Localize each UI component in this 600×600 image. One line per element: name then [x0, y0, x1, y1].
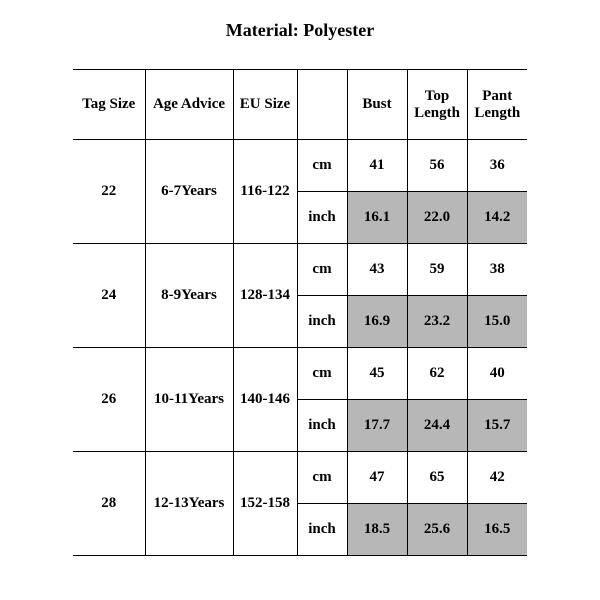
cell-age-advice: 12-13Years — [145, 452, 233, 556]
cell-age-advice: 8-9Years — [145, 244, 233, 348]
cell-bust-inch: 18.5 — [347, 504, 407, 556]
cell-eu-size: 152-158 — [233, 452, 297, 556]
cell-bust-cm: 43 — [347, 244, 407, 296]
cell-pant-cm: 40 — [467, 348, 527, 400]
cell-pant-inch: 15.0 — [467, 296, 527, 348]
cell-unit-inch: inch — [297, 400, 347, 452]
cell-eu-size: 116-122 — [233, 140, 297, 244]
col-header-pant-length: Pant Length — [467, 70, 527, 140]
cell-eu-size: 128-134 — [233, 244, 297, 348]
cell-pant-cm: 36 — [467, 140, 527, 192]
cell-unit-inch: inch — [297, 504, 347, 556]
col-header-bust: Bust — [347, 70, 407, 140]
cell-eu-size: 140-146 — [233, 348, 297, 452]
cell-unit-inch: inch — [297, 192, 347, 244]
cell-unit-cm: cm — [297, 348, 347, 400]
table-row: 26 10-11Years 140-146 cm 45 62 40 — [73, 348, 527, 400]
cell-pant-cm: 42 — [467, 452, 527, 504]
cell-unit-cm: cm — [297, 140, 347, 192]
cell-bust-cm: 45 — [347, 348, 407, 400]
cell-top-inch: 24.4 — [407, 400, 467, 452]
cell-bust-inch: 17.7 — [347, 400, 407, 452]
page-title: Material: Polyester — [0, 20, 600, 41]
cell-top-inch: 22.0 — [407, 192, 467, 244]
cell-unit-inch: inch — [297, 296, 347, 348]
cell-pant-inch: 14.2 — [467, 192, 527, 244]
size-table: Tag Size Age Advice EU Size Bust Top Len… — [73, 69, 527, 556]
col-header-tag-size: Tag Size — [73, 70, 145, 140]
cell-age-advice: 6-7Years — [145, 140, 233, 244]
cell-tag-size: 22 — [73, 140, 145, 244]
col-header-age-advice: Age Advice — [145, 70, 233, 140]
cell-age-advice: 10-11Years — [145, 348, 233, 452]
col-header-unit — [297, 70, 347, 140]
cell-unit-cm: cm — [297, 244, 347, 296]
size-chart-page: Material: Polyester Tag Size Age Advice … — [0, 0, 600, 600]
cell-tag-size: 26 — [73, 348, 145, 452]
cell-tag-size: 28 — [73, 452, 145, 556]
table-row: 24 8-9Years 128-134 cm 43 59 38 — [73, 244, 527, 296]
table-header-row: Tag Size Age Advice EU Size Bust Top Len… — [73, 70, 527, 140]
cell-bust-cm: 41 — [347, 140, 407, 192]
cell-bust-inch: 16.1 — [347, 192, 407, 244]
cell-top-inch: 25.6 — [407, 504, 467, 556]
cell-top-cm: 56 — [407, 140, 467, 192]
cell-tag-size: 24 — [73, 244, 145, 348]
cell-pant-inch: 16.5 — [467, 504, 527, 556]
cell-unit-cm: cm — [297, 452, 347, 504]
cell-bust-cm: 47 — [347, 452, 407, 504]
table-row: 28 12-13Years 152-158 cm 47 65 42 — [73, 452, 527, 504]
table-row: 22 6-7Years 116-122 cm 41 56 36 — [73, 140, 527, 192]
cell-pant-cm: 38 — [467, 244, 527, 296]
cell-top-cm: 62 — [407, 348, 467, 400]
cell-top-inch: 23.2 — [407, 296, 467, 348]
cell-bust-inch: 16.9 — [347, 296, 407, 348]
cell-pant-inch: 15.7 — [467, 400, 527, 452]
col-header-top-length: Top Length — [407, 70, 467, 140]
col-header-eu-size: EU Size — [233, 70, 297, 140]
cell-top-cm: 59 — [407, 244, 467, 296]
cell-top-cm: 65 — [407, 452, 467, 504]
